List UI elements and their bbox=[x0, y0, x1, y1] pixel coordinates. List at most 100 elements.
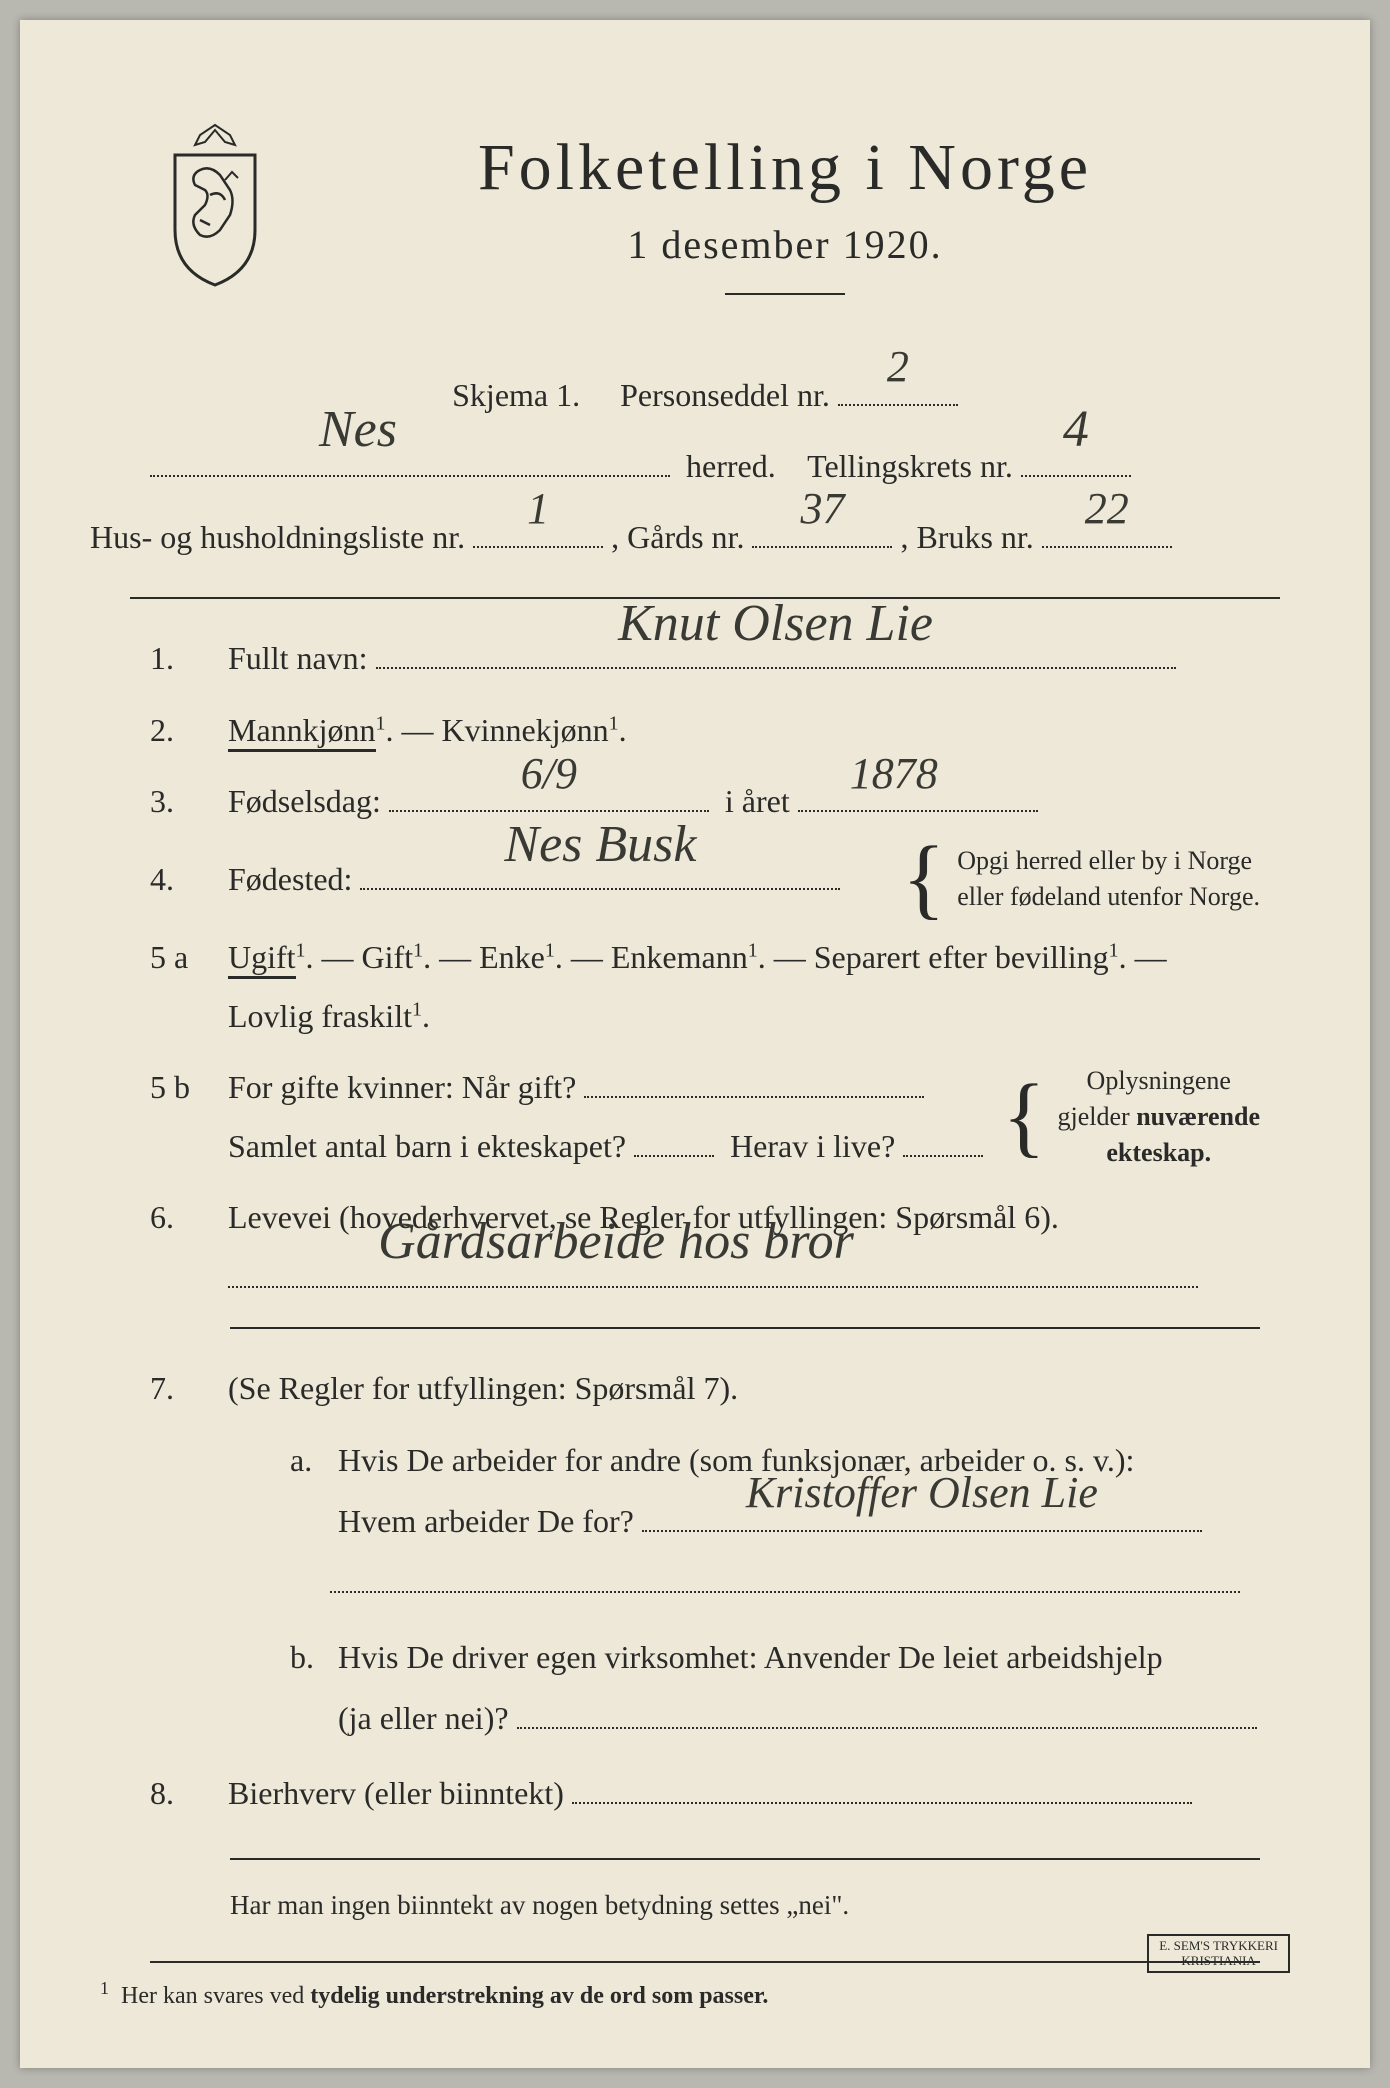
q4-label: Fødested: bbox=[228, 861, 352, 897]
hus-line: Hus- og husholdningsliste nr. 1 , Gårds … bbox=[90, 507, 1260, 568]
q8-num: 8. bbox=[150, 1764, 210, 1823]
q5b-barn-field bbox=[634, 1155, 714, 1157]
q7-num: 7. bbox=[150, 1359, 210, 1418]
q1-row: 1. Fullt navn: Knut Olsen Lie bbox=[150, 629, 1260, 688]
q6-field: Gårdsarbeide hos bror bbox=[228, 1286, 1198, 1288]
title-block: Folketelling i Norge 1 desember 1920. bbox=[310, 120, 1260, 325]
q8-row: 8. Bierhverv (eller biinntekt) bbox=[150, 1764, 1260, 1823]
q2-opt-a: Mannkjønn bbox=[228, 712, 376, 752]
q3-label: Fødselsdag: bbox=[228, 783, 381, 819]
q7b-label: b. bbox=[290, 1627, 330, 1688]
herred-value: Nes bbox=[319, 381, 397, 480]
q7b-field bbox=[517, 1727, 1257, 1729]
personseddel-field: 2 bbox=[838, 404, 958, 406]
personseddel-value: 2 bbox=[887, 325, 909, 409]
brace-icon-2: { bbox=[1002, 1081, 1045, 1153]
q1-num: 1. bbox=[150, 629, 210, 688]
personseddel-label: Personseddel nr. bbox=[620, 377, 830, 413]
q5b-l2a: Samlet antal barn i ekteskapet? bbox=[228, 1128, 626, 1164]
q5a-opt1: Ugift bbox=[228, 939, 296, 979]
hus-value: 1 bbox=[527, 467, 549, 551]
stamp-l1: E. SEM'S TRYKKERI bbox=[1159, 1939, 1278, 1953]
coat-of-arms-icon bbox=[150, 120, 280, 290]
questions-block: 1. Fullt navn: Knut Olsen Lie 2. Mannkjø… bbox=[150, 629, 1260, 1921]
q4-row: 4. Fødested: Nes Busk { Opgi herred elle… bbox=[150, 843, 1260, 916]
q6-row: 6. Levevei (hovederhvervet, se Regler fo… bbox=[150, 1188, 1260, 1306]
q1-value: Knut Olsen Lie bbox=[618, 576, 933, 672]
form-header: Folketelling i Norge 1 desember 1920. bbox=[150, 120, 1260, 325]
footnote-rule bbox=[150, 1961, 1260, 1963]
q8-field bbox=[572, 1802, 1192, 1804]
skjema-line: Skjema 1. Personseddel nr. 2 bbox=[150, 365, 1260, 426]
q8-label: Bierhverv (eller biinntekt) bbox=[228, 1775, 564, 1811]
q5b-gift-field bbox=[584, 1096, 924, 1098]
q5a-row: 5 a Ugift1. — Gift1. — Enke1. — Enkemann… bbox=[150, 928, 1260, 1046]
footnote: 1 Her kan svares ved tydelig understrekn… bbox=[100, 1978, 1260, 2010]
q2-num: 2. bbox=[150, 701, 210, 760]
footnote-sup: 1 bbox=[100, 1978, 109, 1998]
q5b-note-l3: ekteskap. bbox=[1058, 1135, 1260, 1171]
q4-field: Nes Busk bbox=[360, 888, 840, 890]
q3-year-field: 1878 bbox=[798, 810, 1038, 812]
q5a-opt5: Separert efter bevilling bbox=[814, 939, 1109, 975]
hint-text: Har man ingen biinntekt av nogen betydni… bbox=[230, 1890, 1260, 1921]
printer-stamp: E. SEM'S TRYKKERI KRISTIANIA bbox=[1147, 1934, 1290, 1973]
q3-year-value: 1878 bbox=[850, 733, 938, 814]
hus-field: 1 bbox=[473, 546, 603, 548]
bruks-label: , Bruks nr. bbox=[900, 519, 1033, 555]
q5b-row: 5 b For gifte kvinner: Når gift? Samlet … bbox=[150, 1058, 1260, 1176]
q7a-field-2 bbox=[330, 1591, 1240, 1593]
q2-sep: — bbox=[402, 712, 442, 748]
title-divider bbox=[725, 293, 845, 295]
skjema-label: Skjema 1. bbox=[452, 377, 580, 413]
q7a-row: a. Hvis De arbeider for andre (som funks… bbox=[290, 1430, 1260, 1612]
q7a-value: Kristoffer Olsen Lie bbox=[746, 1451, 1098, 1535]
q7a-l2: Hvem arbeider De for? bbox=[338, 1503, 634, 1539]
q1-label: Fullt navn: bbox=[228, 640, 368, 676]
q7b-l2: (ja eller nei)? bbox=[338, 1700, 509, 1736]
q6-num: 6. bbox=[150, 1188, 210, 1247]
q5a-opt3: Enke bbox=[479, 939, 545, 975]
q4-note-l2: eller fødeland utenfor Norge. bbox=[957, 879, 1260, 915]
q5b-note: Oplysningene gjelder nuværende ekteskap. bbox=[1058, 1063, 1260, 1172]
q5a-opt6: Lovlig fraskilt bbox=[228, 998, 412, 1034]
brace-icon: { bbox=[902, 843, 945, 915]
gards-label: , Gårds nr. bbox=[611, 519, 744, 555]
q3-year-label: i året bbox=[725, 783, 790, 819]
q5b-note-l1: Oplysningene bbox=[1058, 1063, 1260, 1099]
q5a-num: 5 a bbox=[150, 928, 210, 987]
census-form-page: Folketelling i Norge 1 desember 1920. Sk… bbox=[20, 20, 1370, 2068]
subtitle: 1 desember 1920. bbox=[310, 221, 1260, 268]
q5b-live-field bbox=[903, 1155, 983, 1157]
section-rule-2 bbox=[230, 1327, 1260, 1329]
section-rule-3 bbox=[230, 1858, 1260, 1860]
gards-value: 37 bbox=[800, 467, 844, 551]
q5a-opt4: Enkemann bbox=[611, 939, 748, 975]
q7-label: (Se Regler for utfyllingen: Spørsmål 7). bbox=[228, 1370, 738, 1406]
q5a-opt2: Gift bbox=[362, 939, 414, 975]
q5b-l1: For gifte kvinner: Når gift? bbox=[228, 1069, 576, 1105]
bruks-value: 22 bbox=[1085, 467, 1129, 551]
q5b-note-l2: gjelder nuværende bbox=[1058, 1099, 1260, 1135]
q7-row: 7. (Se Regler for utfyllingen: Spørsmål … bbox=[150, 1359, 1260, 1418]
q2-row: 2. Mannkjønn1. — Kvinnekjønn1. bbox=[150, 701, 1260, 760]
herred-field: Nes bbox=[150, 475, 670, 477]
q7a-field: Kristoffer Olsen Lie bbox=[642, 1530, 1202, 1532]
q1-field: Knut Olsen Lie bbox=[376, 667, 1176, 669]
main-title: Folketelling i Norge bbox=[310, 130, 1260, 206]
q7b-row: b. Hvis De driver egen virksomhet: Anven… bbox=[290, 1627, 1260, 1749]
q3-num: 3. bbox=[150, 772, 210, 831]
bruks-field: 22 bbox=[1042, 546, 1172, 548]
q4-note-l1: Opgi herred eller by i Norge bbox=[957, 843, 1260, 879]
q4-note: Opgi herred eller by i Norge eller fødel… bbox=[957, 843, 1260, 916]
tellingskrets-value: 4 bbox=[1063, 381, 1089, 480]
q4-value: Nes Busk bbox=[504, 797, 696, 893]
q5b-l2b: Herav i live? bbox=[730, 1128, 895, 1164]
q5b-num: 5 b bbox=[150, 1058, 210, 1117]
q7b-l1: Hvis De driver egen virksomhet: Anvender… bbox=[338, 1639, 1163, 1675]
q4-num: 4. bbox=[150, 850, 210, 909]
herred-label: herred. bbox=[686, 448, 776, 484]
stamp-l2: KRISTIANIA bbox=[1159, 1954, 1278, 1968]
q3-row: 3. Fødselsdag: 6/9 i året 1878 bbox=[150, 772, 1260, 831]
q7a-label: a. bbox=[290, 1430, 330, 1491]
